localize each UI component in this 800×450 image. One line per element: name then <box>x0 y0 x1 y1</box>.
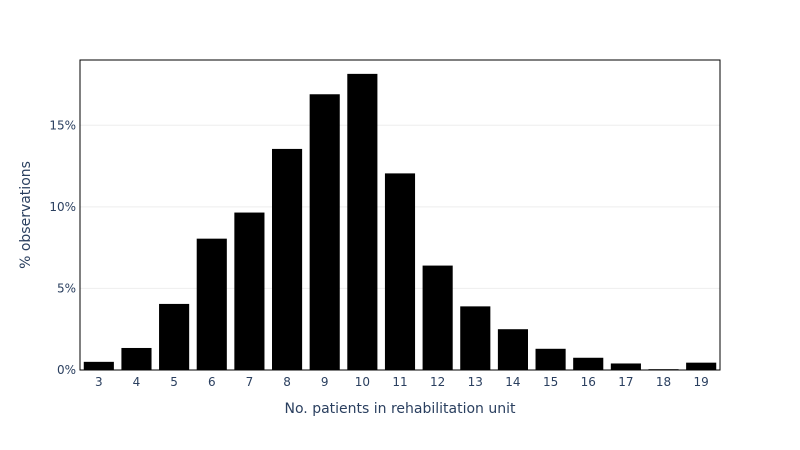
bar <box>234 212 265 370</box>
x-tick-label: 16 <box>581 375 596 389</box>
y-tick-labels: 0% 5% 10% 15% <box>49 118 76 377</box>
x-tick-labels: 3 4 5 6 7 8 9 10 11 12 13 14 15 16 17 18 19 <box>95 375 709 389</box>
y-tick-label: 0% <box>57 363 76 377</box>
x-tick-label: 4 <box>133 375 141 389</box>
y-axis-title: % observations <box>18 161 34 269</box>
bar <box>83 361 114 370</box>
bar <box>196 238 227 370</box>
y-tick-label: 15% <box>49 118 76 132</box>
x-tick-label: 3 <box>95 375 103 389</box>
bar <box>309 94 340 371</box>
x-tick-label: 9 <box>321 375 329 389</box>
x-tick-label: 10 <box>355 375 370 389</box>
x-tick-label: 5 <box>170 375 178 389</box>
x-tick-label: 17 <box>618 375 633 389</box>
bar <box>535 348 566 370</box>
x-tick-label: 13 <box>468 375 483 389</box>
x-tick-label: 8 <box>283 375 291 389</box>
x-tick-label: 7 <box>246 375 254 389</box>
x-tick-label: 6 <box>208 375 216 389</box>
bar <box>573 357 604 370</box>
bar <box>384 173 416 370</box>
bar <box>686 362 717 370</box>
x-tick-label: 18 <box>656 375 671 389</box>
x-tick-label: 19 <box>694 375 709 389</box>
bar <box>422 265 453 370</box>
bar <box>159 303 190 370</box>
bar <box>497 329 528 370</box>
bar <box>610 363 641 370</box>
x-tick-label: 14 <box>505 375 520 389</box>
x-axis-title: No. patients in rehabilitation unit <box>285 401 517 417</box>
x-tick-label: 15 <box>543 375 558 389</box>
y-tick-label: 5% <box>57 281 76 295</box>
plot-frame <box>79 59 721 371</box>
bar <box>460 306 491 370</box>
x-tick-label: 11 <box>392 375 407 389</box>
bar <box>121 347 152 370</box>
bars <box>83 73 717 371</box>
y-tick-label: 10% <box>49 200 76 214</box>
bar <box>347 73 378 371</box>
x-tick-label: 12 <box>430 375 445 389</box>
bar <box>272 148 303 370</box>
